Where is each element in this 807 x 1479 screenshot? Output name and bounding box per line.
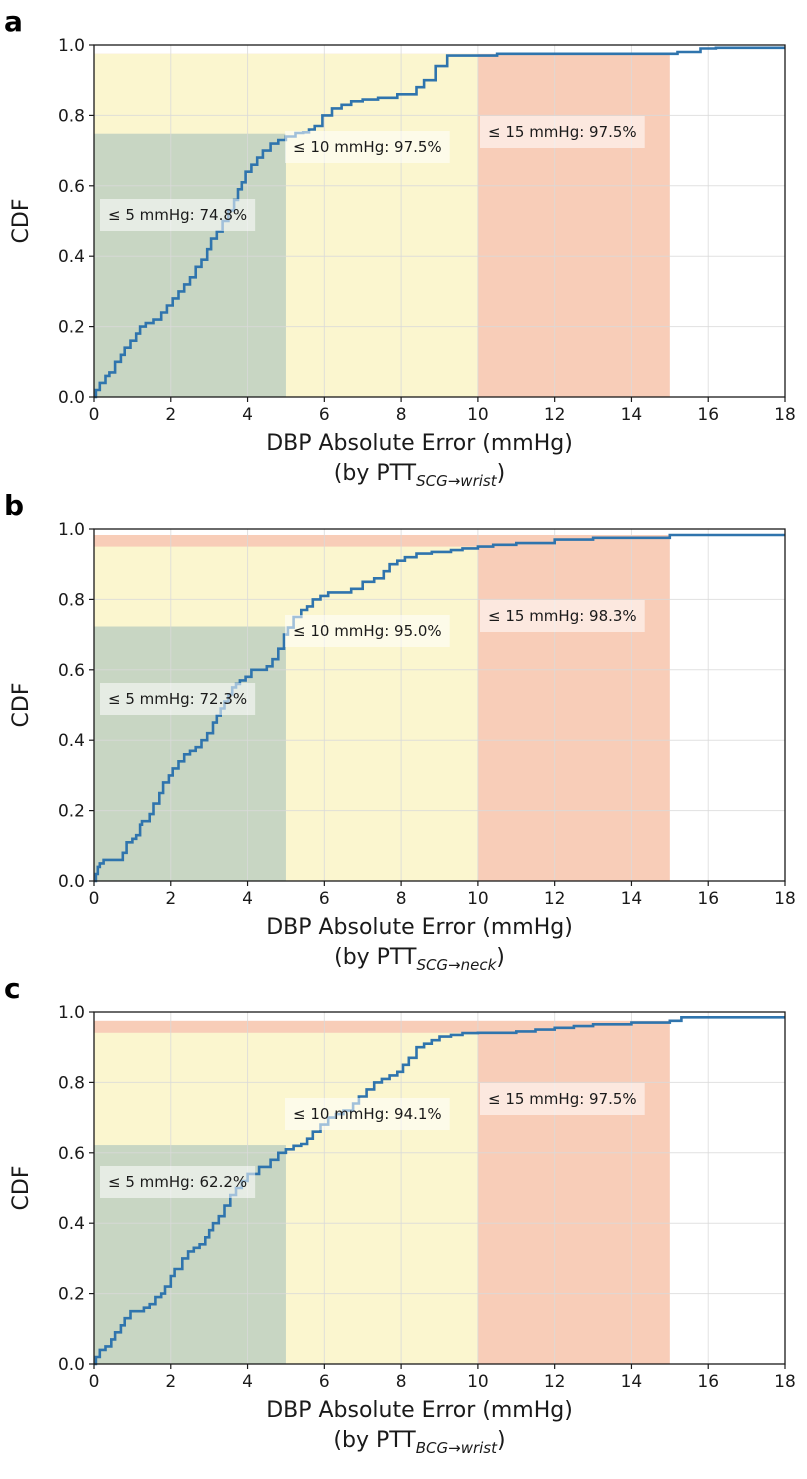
- region-label-0: ≤ 5 mmHg: 62.2%: [108, 1173, 247, 1191]
- x-tick-label: 12: [544, 1372, 566, 1392]
- plot-frame: [93, 1011, 786, 1365]
- x-axis-label: DBP Absolute Error (mmHg): [266, 431, 573, 456]
- x-tick-label: 4: [242, 1372, 253, 1392]
- x-axis-sublabel: (by PTTBCG→wrist): [333, 1428, 505, 1457]
- y-tick-label: 0.8: [58, 590, 85, 610]
- x-tick-label: 12: [544, 889, 566, 909]
- x-tick-label: 0: [89, 889, 100, 909]
- x-axis-sublabel: (by PTTSCG→wrist): [334, 461, 505, 490]
- x-tick-label: 10: [467, 889, 489, 909]
- region-label-box-1: [285, 1098, 450, 1130]
- x-tick-label: 4: [242, 889, 253, 909]
- region-label-box-0: [100, 199, 256, 231]
- x-tick-label: 6: [319, 1372, 330, 1392]
- region-label-box-2: [480, 600, 645, 632]
- region-label-2: ≤ 15 mmHg: 97.5%: [488, 123, 637, 141]
- y-tick-label: 0.2: [58, 1285, 85, 1305]
- x-axis-label: DBP Absolute Error (mmHg): [266, 915, 573, 940]
- x-tick-label: 16: [697, 1372, 719, 1392]
- region-label-2: ≤ 15 mmHg: 97.5%: [488, 1090, 637, 1108]
- cdf-line: [94, 46, 785, 399]
- region-label-1: ≤ 10 mmHg: 94.1%: [293, 1105, 442, 1123]
- y-tick-label: 0.8: [58, 1073, 85, 1093]
- x-tick-label: 12: [544, 405, 566, 425]
- y-tick-label: 1.0: [58, 36, 85, 56]
- x-tick-label: 14: [621, 889, 643, 909]
- region-label-0: ≤ 5 mmHg: 72.3%: [108, 690, 247, 708]
- region-label-0: ≤ 5 mmHg: 74.8%: [108, 206, 247, 224]
- x-tick-label: 18: [774, 889, 796, 909]
- plot-frame: [93, 528, 786, 882]
- x-tick-label: 8: [396, 405, 407, 425]
- x-tick-label: 18: [774, 1372, 796, 1392]
- cdf-line: [94, 533, 785, 883]
- y-tick-label: 0.0: [58, 1355, 85, 1375]
- region-label-2: ≤ 15 mmHg: 98.3%: [488, 607, 637, 625]
- y-tick-label: 0.4: [58, 247, 85, 267]
- x-tick-label: 10: [467, 1372, 489, 1392]
- region-label-box-0: [100, 683, 256, 715]
- region-label-box-1: [285, 131, 450, 163]
- cdf-line: [94, 1016, 785, 1366]
- x-tick-label: 18: [774, 405, 796, 425]
- y-tick-label: 0.6: [58, 661, 85, 681]
- y-tick-label: 1.0: [58, 1003, 85, 1023]
- x-tick-label: 16: [697, 889, 719, 909]
- y-tick-label: 0.6: [58, 1144, 85, 1164]
- x-tick-label: 0: [89, 1372, 100, 1392]
- y-tick-label: 0.6: [58, 177, 85, 197]
- y-tick-label: 0.4: [58, 731, 85, 751]
- y-tick-label: 0.8: [58, 106, 85, 126]
- x-tick-label: 8: [396, 889, 407, 909]
- x-tick-label: 0: [89, 405, 100, 425]
- x-tick-label: 10: [467, 405, 489, 425]
- x-tick-label: 14: [621, 1372, 643, 1392]
- chart-panel-c: ≤ 5 mmHg: 62.2% ≤ 10 mmHg: 94.1% ≤ 15 mmHg…: [4, 972, 796, 1457]
- panel-label: c: [4, 972, 21, 1005]
- y-tick-label: 0.4: [58, 1214, 85, 1234]
- x-tick-label: 6: [319, 889, 330, 909]
- x-tick-label: 2: [165, 405, 176, 425]
- x-axis-label: DBP Absolute Error (mmHg): [266, 1398, 573, 1423]
- y-tick-label: 0.0: [58, 872, 85, 892]
- region-label-box-1: [285, 615, 450, 647]
- panel-label: b: [4, 489, 24, 522]
- x-tick-label: 16: [697, 405, 719, 425]
- x-tick-label: 2: [165, 1372, 176, 1392]
- region-label-box-2: [480, 116, 645, 148]
- x-tick-label: 4: [242, 405, 253, 425]
- region-0: [94, 133, 286, 398]
- region-label-box-0: [100, 1166, 256, 1198]
- region-label-box-2: [480, 1083, 645, 1115]
- x-tick-label: 14: [621, 405, 643, 425]
- panel-label: a: [4, 5, 23, 38]
- chart-panel-b: ≤ 5 mmHg: 72.3% ≤ 10 mmHg: 95.0% ≤ 15 mmHg…: [4, 489, 796, 974]
- y-tick-label: 0.0: [58, 388, 85, 408]
- x-tick-label: 6: [319, 405, 330, 425]
- plot-frame: [93, 44, 786, 398]
- x-tick-label: 2: [165, 889, 176, 909]
- y-axis-label: CDF: [9, 199, 34, 244]
- y-axis-label: CDF: [9, 683, 34, 728]
- y-axis-label: CDF: [9, 1166, 34, 1211]
- x-tick-label: 8: [396, 1372, 407, 1392]
- y-tick-label: 0.2: [58, 318, 85, 338]
- y-tick-label: 0.2: [58, 802, 85, 822]
- region-label-1: ≤ 10 mmHg: 97.5%: [293, 138, 442, 156]
- x-axis-sublabel: (by PTTSCG→neck): [334, 945, 505, 974]
- chart-panel-a: ≤ 5 mmHg: 74.8% ≤ 10 mmHg: 97.5% ≤ 15 mmHg…: [4, 5, 796, 490]
- region-label-1: ≤ 10 mmHg: 95.0%: [293, 622, 442, 640]
- y-tick-label: 1.0: [58, 520, 85, 540]
